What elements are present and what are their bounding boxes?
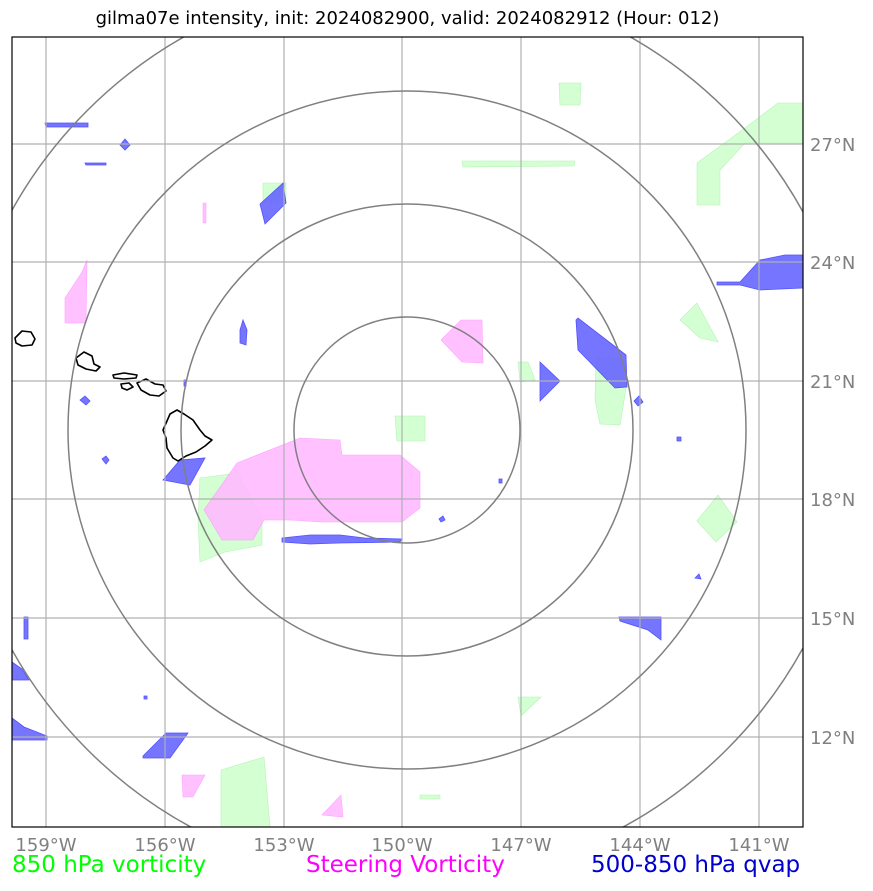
- graticule: [12, 37, 803, 827]
- axes-frame: [11, 36, 804, 828]
- lat-tick-label: 18°N: [810, 490, 855, 511]
- lon-tick-label: 156°W: [134, 835, 195, 856]
- plot-area: [12, 37, 803, 827]
- range-rings: [12, 37, 803, 827]
- map-title: gilma07e intensity, init: 2024082900, va…: [95, 8, 720, 29]
- lon-tick-label: 144°W: [609, 835, 670, 856]
- legend-qvap: 500-850 hPa qvap: [591, 852, 801, 878]
- lon-tick-labels: 159°W 156°W 153°W 150°W 147°W 144°W 141°…: [15, 835, 789, 856]
- lat-tick-label: 24°N: [810, 253, 855, 274]
- lon-tick-label: 141°W: [728, 835, 789, 856]
- steering-vorticity-areas: [64, 202, 484, 818]
- lon-tick-label: 150°W: [371, 835, 432, 856]
- lat-tick-label: 27°N: [810, 135, 855, 156]
- coastline-hawaii: [14, 330, 213, 462]
- lat-tick-label: 12°N: [810, 728, 855, 749]
- legend-steering-vorticity: Steering Vorticity: [306, 852, 505, 878]
- lat-tick-label: 15°N: [810, 609, 855, 630]
- lon-tick-label: 147°W: [490, 835, 551, 856]
- lon-tick-label: 159°W: [15, 835, 76, 856]
- legend-850-hpa-vorticity: 850 hPa vorticity: [12, 852, 207, 878]
- lat-tick-label: 21°N: [810, 372, 855, 393]
- lon-tick-label: 153°W: [253, 835, 314, 856]
- lat-tick-labels: 27°N 24°N 21°N 18°N 15°N 12°N: [810, 135, 855, 749]
